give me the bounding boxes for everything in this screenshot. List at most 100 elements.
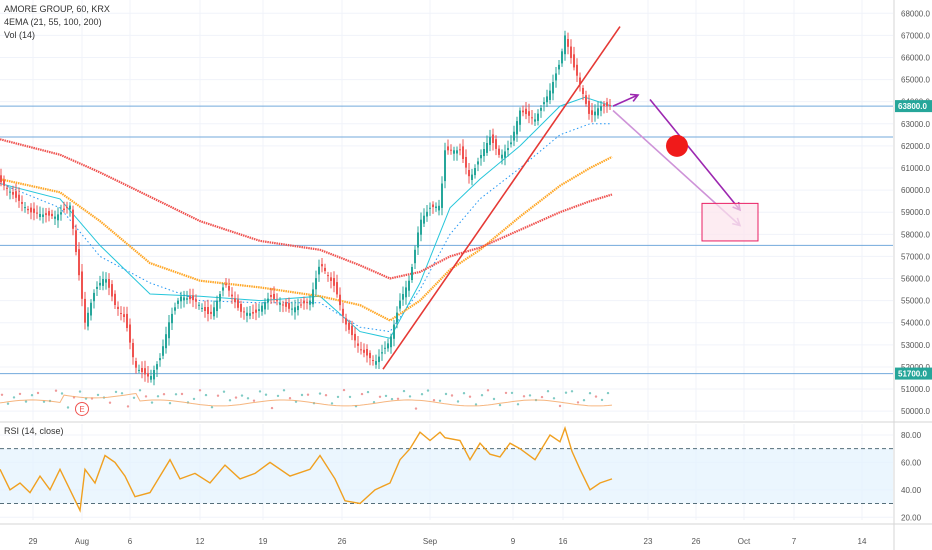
volume-dot — [288, 397, 292, 400]
candle-body — [285, 302, 287, 307]
candle-body — [444, 150, 446, 182]
candle-body — [78, 249, 80, 276]
rsi-tick-label: 60.00 — [901, 458, 922, 467]
candle-body — [36, 212, 38, 214]
volume-dot — [462, 392, 466, 395]
time-tick-label: 23 — [644, 537, 653, 546]
candle-body — [531, 117, 533, 119]
volume-dot — [114, 390, 118, 394]
volume-dot — [540, 395, 544, 399]
candle-body — [21, 202, 23, 204]
candle-body — [579, 77, 581, 84]
volume-dot — [342, 388, 346, 392]
candle-body — [177, 300, 179, 304]
volume-dot — [156, 395, 160, 398]
volume-dot — [150, 401, 154, 404]
volume-dot — [390, 397, 394, 401]
candle-body — [336, 282, 338, 295]
volume-dot — [606, 391, 610, 395]
volume-dot — [204, 393, 208, 397]
candle-body — [411, 267, 413, 280]
volume-dot — [384, 394, 388, 398]
volume-dot — [192, 397, 196, 401]
candle-body — [24, 207, 26, 209]
candle-body — [384, 347, 386, 349]
volume-dot — [144, 395, 148, 398]
price-tick-label: 56000.0 — [901, 275, 930, 284]
volume-legend: Vol (14) — [4, 30, 36, 40]
candle-body — [111, 284, 113, 297]
volume-dot — [582, 399, 586, 402]
candle-body — [543, 102, 545, 105]
time-tick-label: 12 — [196, 537, 205, 546]
candle-body — [240, 304, 242, 312]
volume-dot — [516, 403, 520, 406]
candle-body — [513, 131, 515, 141]
candle-body — [486, 143, 488, 153]
volume-dot — [96, 393, 100, 397]
volume-dot — [504, 391, 508, 395]
candle-body — [600, 106, 602, 111]
candle-body — [378, 356, 380, 363]
candle-body — [582, 88, 584, 94]
candle-body — [339, 294, 341, 306]
candle-body — [219, 294, 221, 302]
candle-body — [357, 343, 359, 346]
candle-body — [567, 39, 569, 47]
candle-body — [246, 312, 248, 316]
volume-dot — [318, 392, 322, 395]
volume-dot — [408, 395, 412, 398]
candle-body — [141, 368, 143, 373]
volume-dot — [468, 395, 472, 398]
candle-body — [363, 349, 365, 353]
candle-body — [417, 232, 419, 248]
candle-body — [321, 264, 323, 267]
volume-dot — [222, 390, 226, 393]
volume-dot — [42, 400, 46, 403]
volume-dot — [36, 391, 40, 395]
candle-body — [72, 209, 74, 229]
candle-body — [507, 148, 509, 151]
volume-dot — [24, 400, 28, 403]
candle-body — [273, 293, 275, 299]
candle-body — [294, 307, 296, 313]
candle-body — [33, 208, 35, 213]
price-tick-label: 53000.0 — [901, 341, 930, 350]
candle-body — [585, 95, 587, 104]
candle-body — [327, 275, 329, 277]
price-tick-label: 67000.0 — [901, 31, 930, 40]
volume-dot — [228, 399, 232, 402]
candle-body — [375, 361, 377, 365]
candle-body — [495, 139, 497, 149]
price-tick-label: 61000.0 — [901, 164, 930, 173]
projection-arrow — [612, 94, 639, 107]
candle-body — [594, 111, 596, 116]
candle-body — [396, 312, 398, 323]
projection-arrow — [649, 98, 741, 211]
candle-body — [345, 318, 347, 325]
volume-dot — [348, 395, 352, 399]
volume-dot — [396, 397, 400, 400]
candle-body — [264, 302, 266, 310]
candle-body — [69, 205, 71, 210]
price-tick-label: 65000.0 — [901, 76, 930, 85]
price-tick-label: 68000.0 — [901, 9, 930, 18]
candle-body — [183, 297, 185, 301]
volume-dot — [30, 394, 34, 397]
candle-body — [351, 325, 353, 336]
candle-body — [126, 313, 128, 328]
candle-body — [258, 309, 260, 311]
time-tick-label: 26 — [338, 537, 347, 546]
candle-body — [462, 146, 464, 159]
time-tick-label: 16 — [559, 537, 568, 546]
candle-body — [243, 311, 245, 313]
volume-dot — [108, 401, 112, 404]
rsi-tick-label: 20.00 — [901, 513, 922, 522]
volume-dot — [480, 394, 484, 397]
candle-body — [408, 280, 410, 291]
price-tick-label: 66000.0 — [901, 53, 930, 62]
volume-dot — [588, 392, 592, 395]
volume-dot — [240, 394, 244, 397]
candle-body — [228, 285, 230, 291]
